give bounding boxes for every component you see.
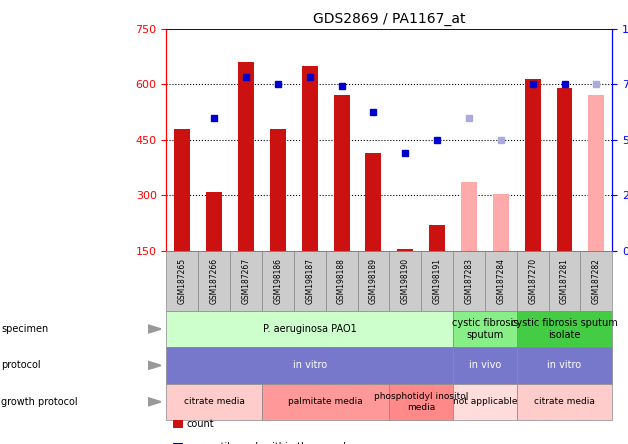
Bar	[525, 79, 541, 251]
Text: GSM198189: GSM198189	[369, 258, 378, 304]
Text: GSM187266: GSM187266	[210, 258, 219, 304]
Text: GSM198187: GSM198187	[305, 258, 314, 304]
Title: GDS2869 / PA1167_at: GDS2869 / PA1167_at	[313, 12, 465, 27]
Text: GSM187282: GSM187282	[592, 258, 601, 304]
Bar	[238, 62, 254, 251]
Bar	[398, 249, 413, 251]
Polygon shape	[148, 361, 161, 370]
Text: P. aeruginosa PAO1: P. aeruginosa PAO1	[263, 324, 357, 334]
Text: GSM198191: GSM198191	[433, 258, 441, 304]
Text: GSM198186: GSM198186	[273, 258, 283, 304]
Bar	[461, 182, 477, 251]
Text: protocol: protocol	[1, 361, 41, 370]
Text: percentile rank within the sample: percentile rank within the sample	[187, 442, 352, 444]
Text: cystic fibrosis sputum
isolate: cystic fibrosis sputum isolate	[511, 318, 618, 340]
Bar	[333, 95, 350, 251]
Bar	[556, 88, 573, 251]
Bar	[175, 129, 190, 251]
Bar	[270, 129, 286, 251]
Text: not applicable: not applicable	[453, 397, 517, 406]
Bar	[429, 225, 445, 251]
Text: GSM198190: GSM198190	[401, 258, 410, 304]
Text: cystic fibrosis
sputum: cystic fibrosis sputum	[452, 318, 518, 340]
Text: specimen: specimen	[1, 324, 48, 334]
Text: GSM187270: GSM187270	[528, 258, 537, 304]
Text: in vitro: in vitro	[293, 361, 327, 370]
Bar	[588, 95, 604, 251]
Bar	[302, 66, 318, 251]
Polygon shape	[148, 397, 161, 406]
Text: citrate media: citrate media	[534, 397, 595, 406]
Bar	[206, 192, 222, 251]
Text: citrate media: citrate media	[184, 397, 245, 406]
Text: palmitate media: palmitate media	[288, 397, 363, 406]
Text: GSM187265: GSM187265	[178, 258, 187, 304]
Bar	[493, 194, 509, 251]
Text: growth protocol: growth protocol	[1, 397, 78, 407]
Text: count: count	[187, 419, 214, 429]
Text: in vitro: in vitro	[548, 361, 582, 370]
Bar	[365, 153, 381, 251]
Polygon shape	[148, 325, 161, 333]
Text: GSM187267: GSM187267	[242, 258, 251, 304]
Text: in vivo: in vivo	[468, 361, 501, 370]
Text: phosphotidyl inositol
media: phosphotidyl inositol media	[374, 392, 468, 412]
Text: GSM187284: GSM187284	[496, 258, 506, 304]
Text: GSM187281: GSM187281	[560, 258, 569, 304]
Text: GSM187283: GSM187283	[465, 258, 474, 304]
Text: GSM198188: GSM198188	[337, 258, 346, 304]
